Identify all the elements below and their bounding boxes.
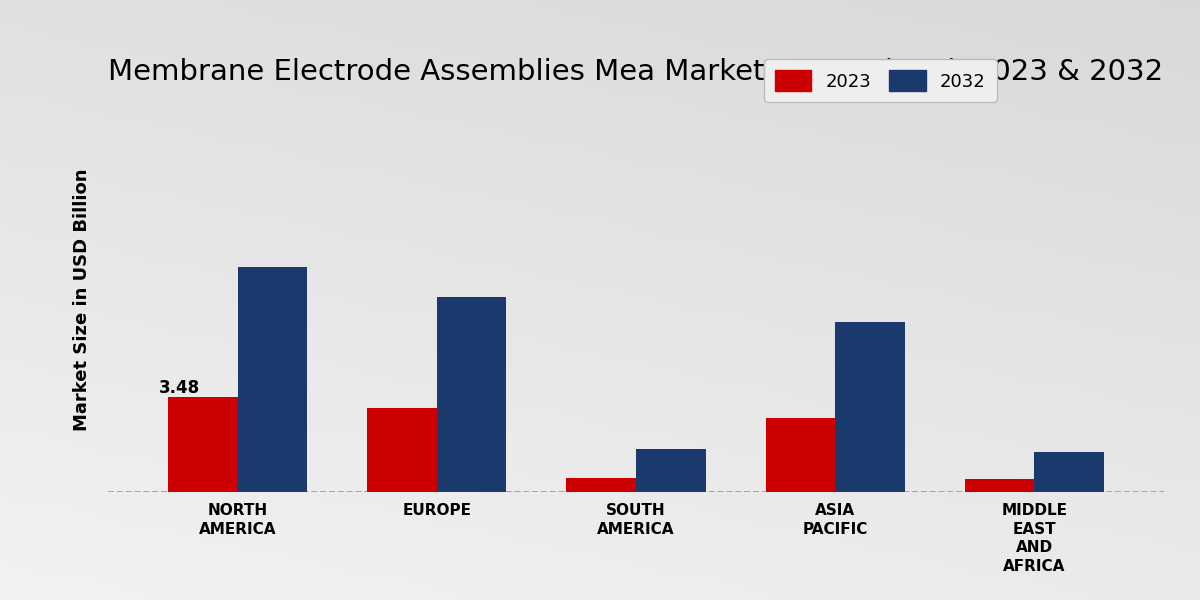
Bar (1034, 452, 1104, 492)
Bar (965, 479, 1034, 492)
Bar (766, 418, 835, 492)
Bar (566, 478, 636, 492)
Bar (367, 409, 437, 492)
Text: 3.48: 3.48 (158, 379, 200, 397)
Text: Membrane Electrode Assemblies Mea Market, By Regional, 2023 & 2032: Membrane Electrode Assemblies Mea Market… (108, 58, 1163, 86)
Bar (636, 449, 706, 492)
Bar (437, 297, 506, 492)
Bar (835, 322, 905, 492)
Legend: 2023, 2032: 2023, 2032 (764, 59, 996, 102)
Y-axis label: Market Size in USD Billion: Market Size in USD Billion (73, 169, 91, 431)
Bar (168, 397, 238, 492)
Bar (238, 267, 307, 492)
